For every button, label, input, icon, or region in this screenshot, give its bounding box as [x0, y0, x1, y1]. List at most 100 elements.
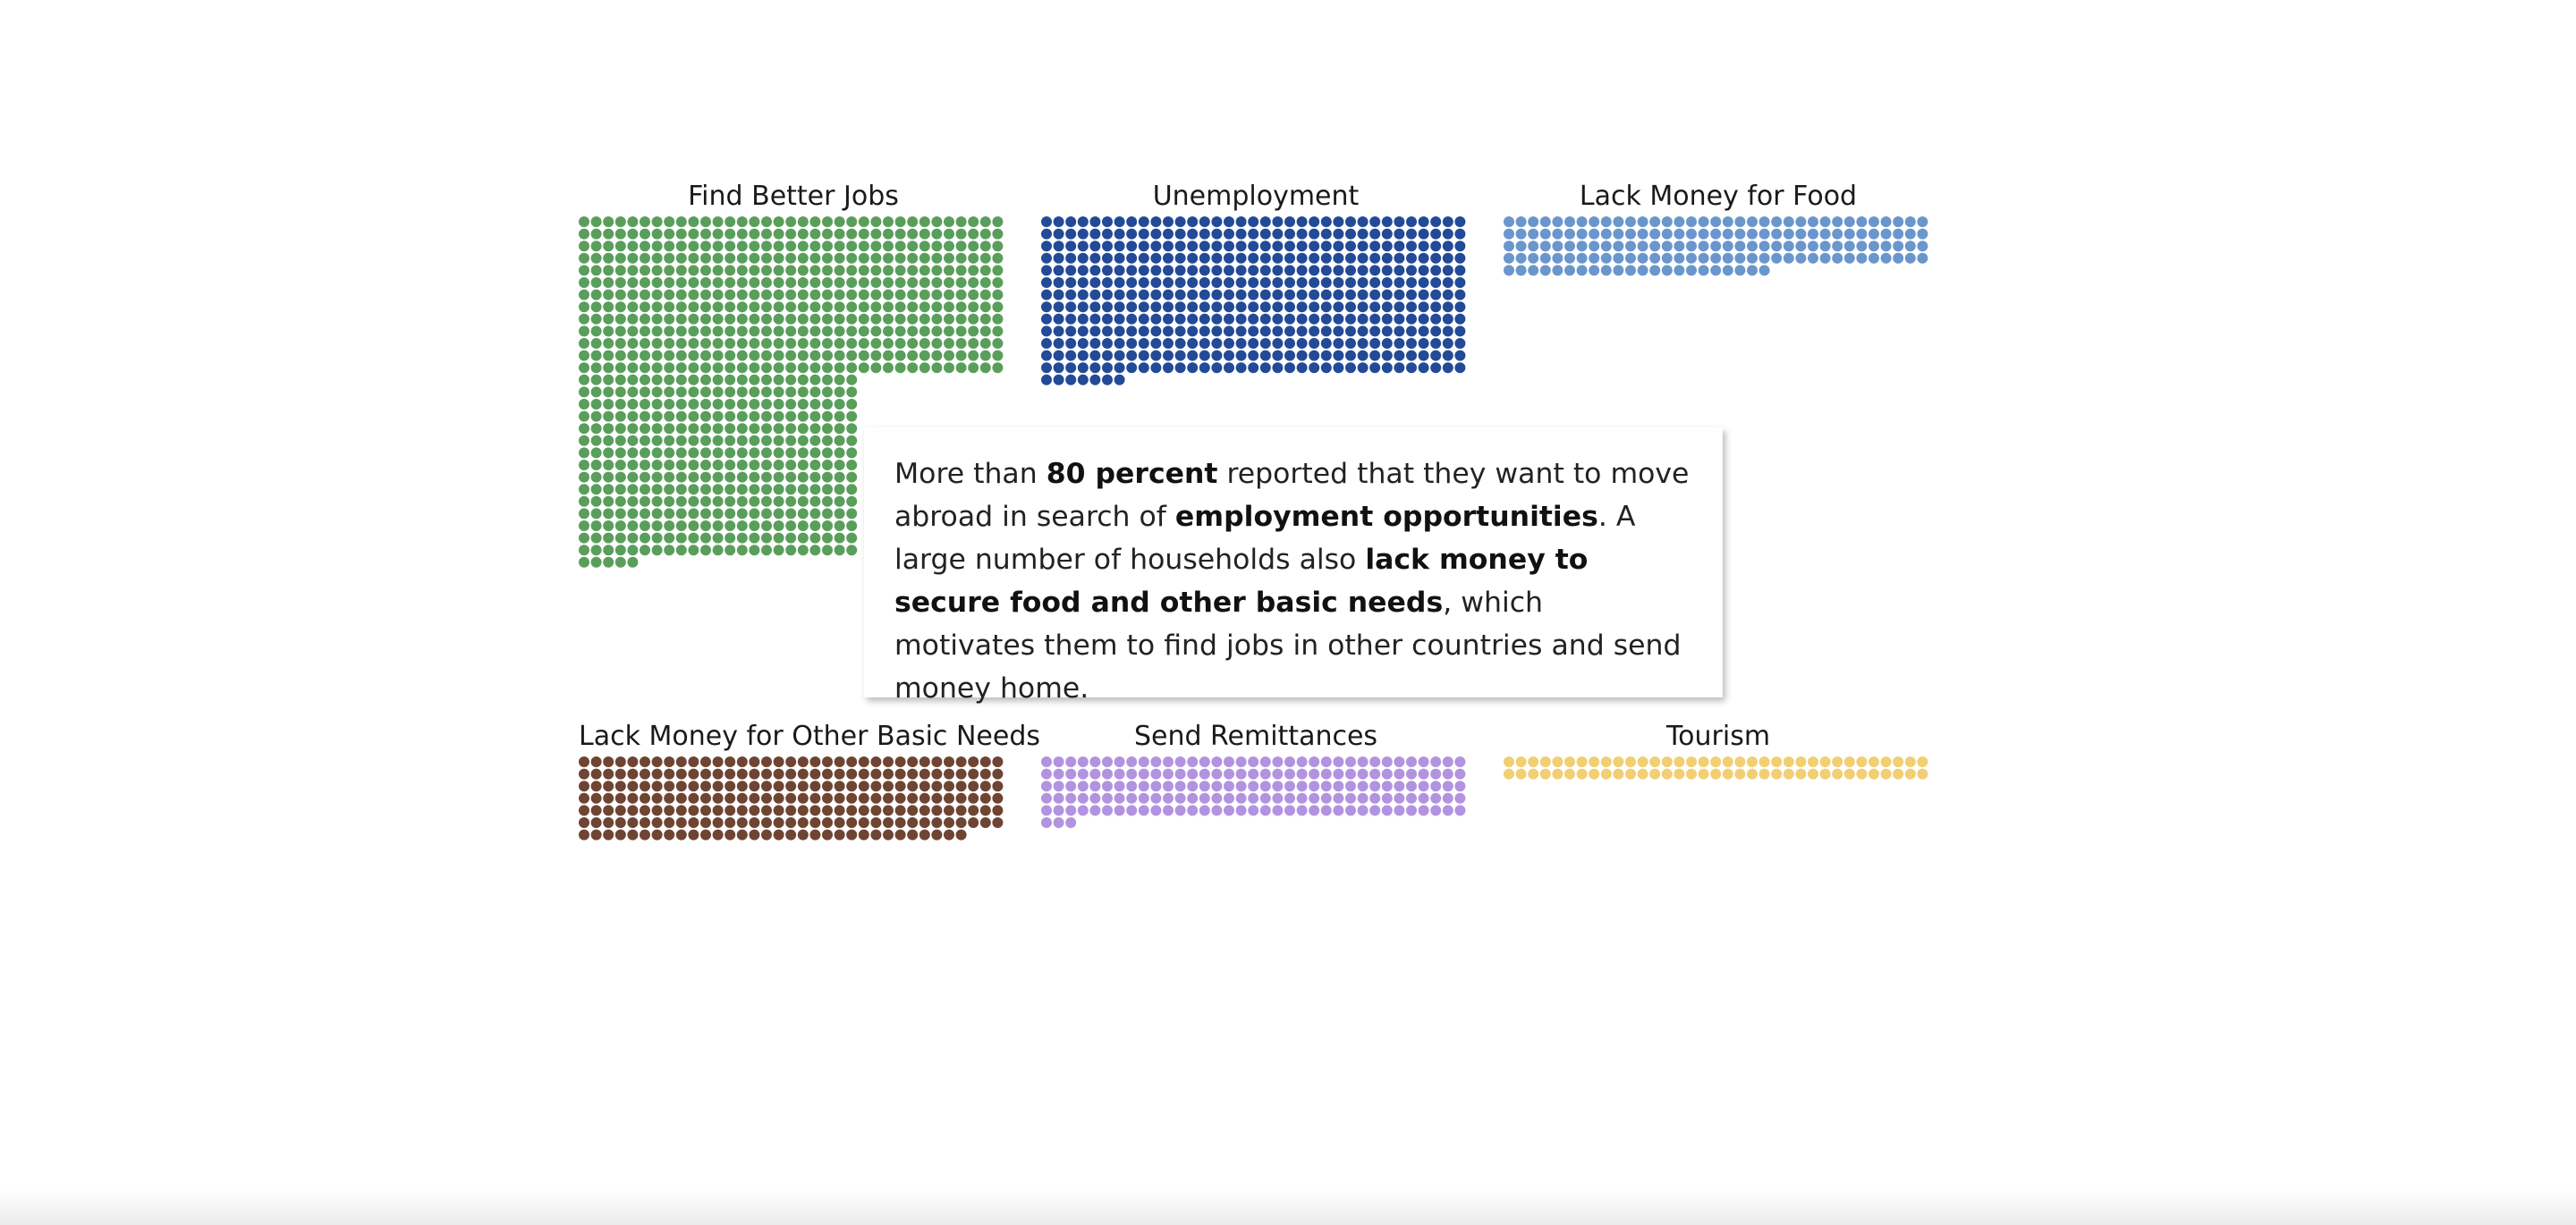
waffle-dot: [834, 484, 845, 495]
annotation-callout: More than 80 percent reported that they …: [864, 427, 1723, 705]
waffle-dot: [761, 520, 772, 531]
waffle-dot: [1674, 241, 1685, 252]
waffle-dot: [1041, 241, 1052, 252]
waffle-dot: [640, 399, 650, 410]
waffle-dot: [614, 805, 626, 816]
waffle-dot: [919, 781, 930, 792]
waffle-dot: [688, 338, 699, 349]
waffle-dot: [1077, 374, 1089, 385]
waffle-dot: [736, 228, 748, 240]
waffle-dot: [1394, 277, 1405, 288]
waffle-dot: [773, 216, 784, 227]
waffle-dot: [603, 386, 614, 398]
waffle-dot: [1065, 338, 1077, 349]
waffle-dot: [870, 241, 882, 252]
waffle-dot: [1089, 756, 1101, 767]
waffle-dot: [712, 362, 724, 374]
waffle-dot: [870, 325, 882, 337]
waffle-dot: [1065, 792, 1077, 804]
waffle-dot: [858, 325, 869, 337]
waffle-dot: [858, 338, 869, 349]
waffle-dot: [883, 228, 894, 240]
waffle-dot: [1320, 792, 1332, 804]
waffle-dot: [858, 216, 869, 227]
waffle-dot: [1211, 228, 1223, 240]
waffle-dot: [1235, 756, 1247, 767]
dots-unemployment: [1041, 216, 1466, 385]
waffle-dot: [1394, 241, 1405, 252]
waffle-dot: [1309, 781, 1320, 792]
waffle-dot: [688, 399, 699, 410]
waffle-dot: [931, 792, 943, 804]
waffle-dot: [603, 460, 614, 470]
waffle-dot: [579, 241, 589, 252]
waffle-dot: [968, 277, 979, 288]
waffle-dot: [907, 768, 919, 780]
waffle-dot: [1211, 265, 1223, 276]
waffle-dot: [834, 471, 845, 483]
waffle-dot: [1868, 216, 1879, 227]
waffle-dot: [858, 241, 869, 252]
waffle-dot: [1114, 325, 1125, 337]
waffle-dot: [1320, 277, 1332, 288]
waffle-dot: [907, 792, 919, 804]
waffle-dot: [1674, 265, 1685, 276]
waffle-dot: [736, 805, 748, 816]
waffle-dot: [724, 447, 736, 459]
waffle-dot: [614, 313, 626, 325]
waffle-dot: [688, 362, 699, 374]
waffle-dot: [944, 277, 954, 288]
waffle-dot: [700, 471, 711, 483]
waffle-dot: [603, 374, 614, 385]
waffle-dot: [1504, 228, 1514, 240]
waffle-dot: [1174, 756, 1186, 767]
waffle-dot: [1150, 265, 1162, 276]
waffle-dot: [1065, 362, 1077, 374]
waffle-dot: [1808, 216, 1818, 227]
waffle-dot: [761, 313, 772, 325]
waffle-dot: [1832, 756, 1843, 767]
waffle-dot: [1235, 781, 1247, 792]
waffle-dot: [1649, 228, 1661, 240]
waffle-dot: [785, 350, 797, 361]
waffle-dot: [1394, 756, 1405, 767]
waffle-dot: [846, 756, 858, 767]
waffle-dot: [724, 471, 736, 483]
waffle-dot: [883, 350, 894, 361]
waffle-dot: [1442, 350, 1453, 361]
waffle-dot: [979, 265, 991, 276]
waffle-dot: [1832, 768, 1843, 780]
waffle-dot: [651, 520, 663, 531]
waffle-dot: [627, 495, 639, 507]
waffle-dot: [1309, 301, 1320, 313]
waffle-dot: [797, 313, 809, 325]
waffle-dot: [1065, 805, 1077, 816]
waffle-dot: [773, 435, 784, 446]
waffle-dot: [749, 277, 760, 288]
waffle-dot: [968, 781, 979, 792]
waffle-dot: [858, 768, 869, 780]
waffle-dot: [1224, 313, 1234, 325]
waffle-dot: [797, 532, 809, 544]
waffle-dot: [1418, 277, 1429, 288]
waffle-dot: [1357, 265, 1368, 276]
waffle-dot: [883, 756, 894, 767]
waffle-dot: [992, 277, 1004, 288]
waffle-dot: [894, 338, 906, 349]
waffle-dot: [1224, 216, 1234, 227]
waffle-dot: [1224, 325, 1234, 337]
waffle-dot: [1418, 325, 1429, 337]
waffle-dot: [651, 216, 663, 227]
waffle-dot: [955, 817, 967, 828]
waffle-dot: [614, 301, 626, 313]
waffle-dot: [736, 252, 748, 264]
waffle-dot: [1357, 277, 1368, 288]
waffle-dot: [749, 829, 760, 841]
waffle-dot: [785, 532, 797, 544]
waffle-dot: [1089, 805, 1101, 816]
waffle-dot: [579, 484, 589, 495]
waffle-dot: [1674, 768, 1685, 780]
waffle-dot: [1528, 216, 1539, 227]
waffle-dot: [590, 484, 602, 495]
waffle-dot: [1174, 289, 1186, 300]
